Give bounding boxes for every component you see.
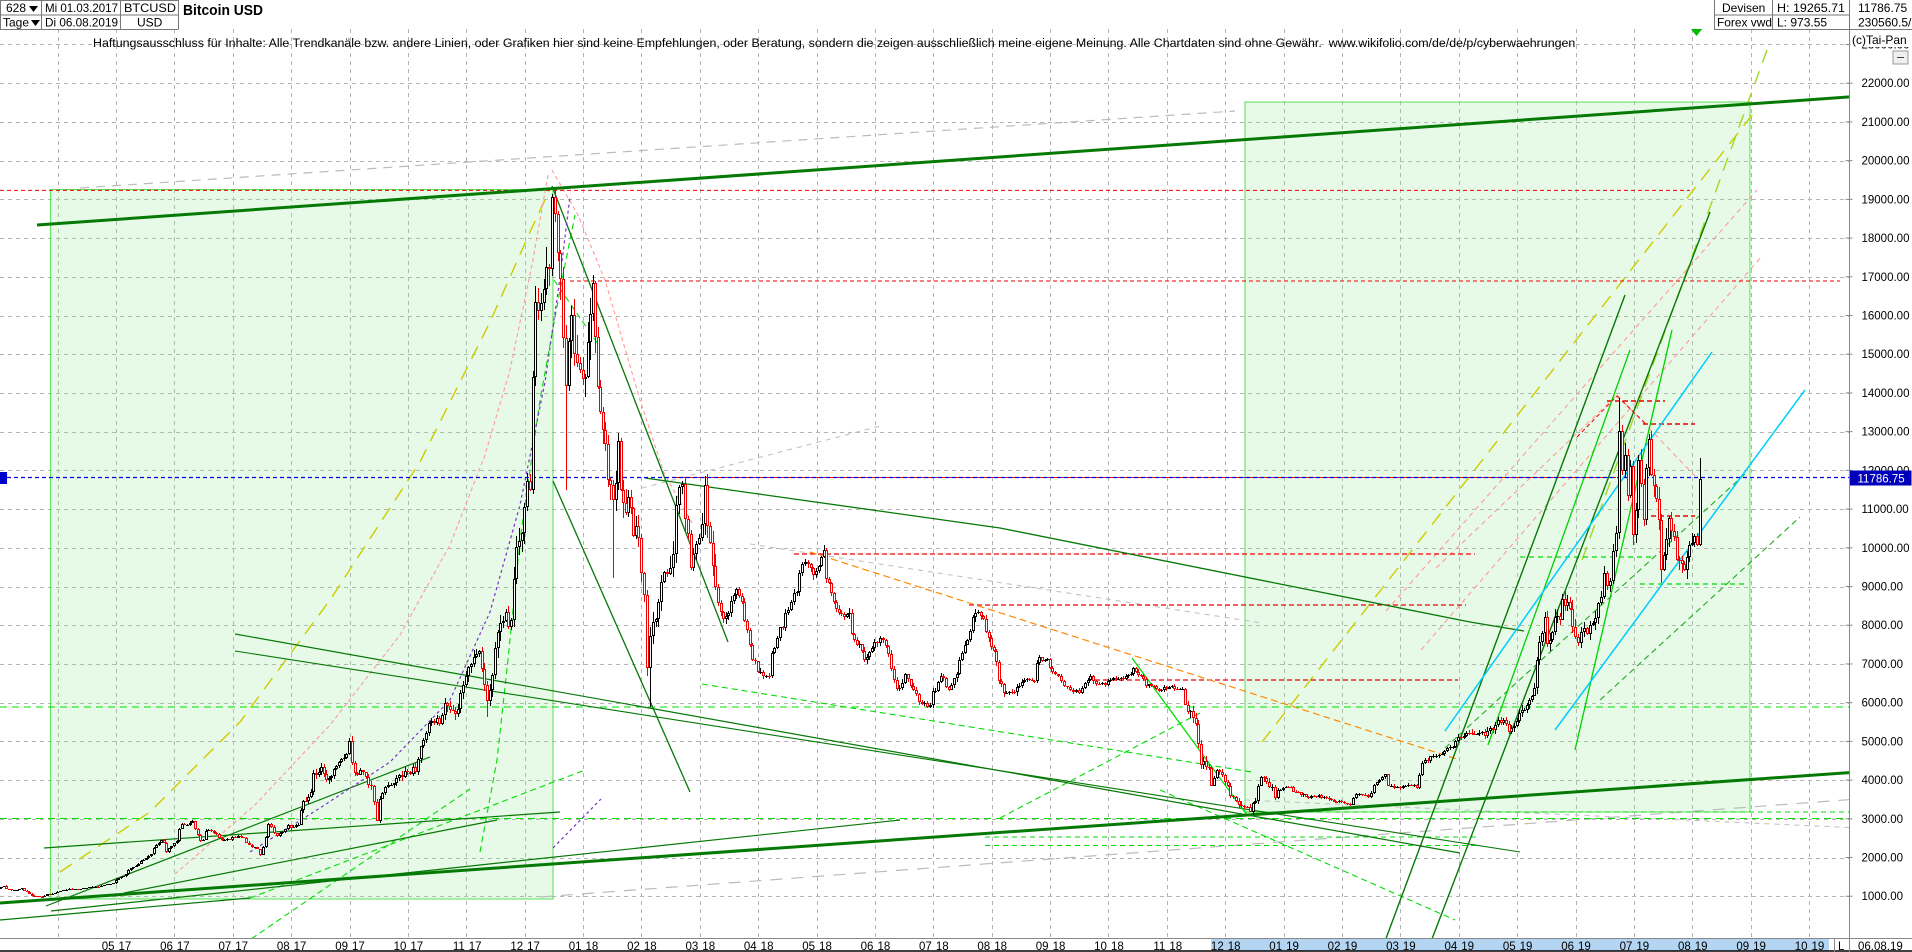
svg-text:17: 17 [235,941,248,952]
svg-text:17: 17 [469,941,482,952]
svg-text:8000.00: 8000.00 [1862,620,1904,632]
svg-text:18: 18 [761,941,774,952]
svg-text:19: 19 [1344,941,1357,952]
svg-text:19: 19 [1520,941,1533,952]
svg-text:19: 19 [1461,941,1474,952]
svg-text:05: 05 [1503,941,1516,952]
svg-text:18: 18 [819,941,832,952]
svg-text:11786.75: 11786.75 [1858,1,1907,15]
svg-text:17: 17 [352,941,365,952]
svg-text:11000.00: 11000.00 [1862,504,1909,516]
svg-text:17: 17 [527,941,540,952]
svg-text:12: 12 [510,941,523,952]
svg-text:Di 06.08.2019: Di 06.08.2019 [45,16,118,30]
svg-text:03: 03 [686,941,699,952]
svg-text:18: 18 [702,941,715,952]
svg-text:08: 08 [1678,941,1691,952]
svg-text:03: 03 [1386,941,1399,952]
svg-text:06: 06 [1561,941,1574,952]
svg-text:02: 02 [627,941,640,952]
svg-text:21000.00: 21000.00 [1862,117,1910,129]
svg-text:10: 10 [394,941,407,952]
svg-text:230560.5/: 230560.5/ [1858,16,1912,30]
svg-text:11786.75: 11786.75 [1858,474,1905,486]
svg-text:BTCUSD: BTCUSD [124,1,176,15]
svg-text:USD: USD [137,16,163,30]
svg-text:18000.00: 18000.00 [1862,233,1910,245]
svg-text:18: 18 [994,941,1007,952]
svg-text:Devisen: Devisen [1722,1,1765,15]
svg-text:5000.00: 5000.00 [1862,736,1904,748]
svg-text:10: 10 [1094,941,1107,952]
svg-text:Tage: Tage [3,16,29,30]
svg-text:Haftungsausschluss für Inhalte: Haftungsausschluss für Inhalte: Alle Tre… [93,36,1575,50]
svg-text:07: 07 [1620,941,1633,952]
svg-text:17: 17 [410,941,423,952]
svg-text:2000.00: 2000.00 [1862,853,1904,865]
svg-text:18: 18 [586,941,599,952]
svg-text:14000.00: 14000.00 [1862,388,1910,400]
svg-text:12: 12 [1211,941,1224,952]
svg-text:19: 19 [1636,941,1649,952]
svg-text:18: 18 [1111,941,1124,952]
svg-text:19: 19 [1578,941,1591,952]
svg-text:11: 11 [453,941,465,952]
svg-text:628: 628 [6,1,26,15]
svg-text:16000.00: 16000.00 [1862,311,1910,323]
svg-text:19: 19 [1812,941,1825,952]
svg-text:7000.00: 7000.00 [1862,659,1904,671]
svg-text:01: 01 [569,941,582,952]
svg-text:02: 02 [1328,941,1341,952]
svg-text:11: 11 [1153,941,1165,952]
svg-text:18: 18 [1169,941,1182,952]
svg-text:Mi 01.03.2017: Mi 01.03.2017 [45,1,118,15]
svg-text:07: 07 [919,941,932,952]
svg-text:08: 08 [977,941,990,952]
svg-text:08: 08 [277,941,290,952]
svg-text:19: 19 [1286,941,1299,952]
svg-text:1000.00: 1000.00 [1862,891,1904,903]
svg-text:01: 01 [1269,941,1282,952]
svg-text:9000.00: 9000.00 [1862,582,1904,594]
svg-text:17: 17 [294,941,307,952]
svg-text:05: 05 [102,941,115,952]
svg-text:15000.00: 15000.00 [1862,349,1910,361]
svg-text:19: 19 [1403,941,1416,952]
svg-text:18: 18 [644,941,657,952]
svg-text:07: 07 [218,941,231,952]
svg-text:Bitcoin USD: Bitcoin USD [183,2,263,19]
svg-text:20000.00: 20000.00 [1862,156,1910,168]
svg-text:10000.00: 10000.00 [1862,543,1910,555]
svg-text:22000.00: 22000.00 [1862,78,1910,90]
svg-text:18: 18 [877,941,890,952]
svg-text:19000.00: 19000.00 [1862,194,1910,206]
svg-text:(c)Tai-Pan: (c)Tai-Pan [1852,33,1907,47]
svg-text:H: 19265.71: H: 19265.71 [1777,1,1845,15]
svg-text:06: 06 [861,941,874,952]
svg-text:17000.00: 17000.00 [1862,272,1910,284]
svg-text:06: 06 [160,941,173,952]
svg-text:L: L [1838,941,1845,952]
svg-text:05: 05 [802,941,815,952]
svg-text:19: 19 [1753,941,1766,952]
svg-text:6000.00: 6000.00 [1862,698,1904,710]
svg-text:3000.00: 3000.00 [1862,814,1904,826]
svg-text:06.08.19: 06.08.19 [1858,941,1903,952]
svg-text:18: 18 [936,941,949,952]
svg-text:18: 18 [1053,941,1066,952]
svg-text:13000.00: 13000.00 [1862,427,1910,439]
svg-text:09: 09 [1736,941,1749,952]
svg-text:04: 04 [744,941,757,952]
svg-text:04: 04 [1444,941,1457,952]
svg-text:17: 17 [119,941,132,952]
svg-text:19: 19 [1695,941,1708,952]
svg-text:10: 10 [1795,941,1808,952]
svg-text:4000.00: 4000.00 [1862,775,1904,787]
svg-text:18: 18 [1228,941,1241,952]
svg-text:Forex vwd: Forex vwd [1717,16,1772,30]
svg-text:L: 973.55: L: 973.55 [1777,16,1827,30]
svg-text:17: 17 [177,941,190,952]
svg-text:09: 09 [1036,941,1049,952]
svg-text:09: 09 [335,941,348,952]
